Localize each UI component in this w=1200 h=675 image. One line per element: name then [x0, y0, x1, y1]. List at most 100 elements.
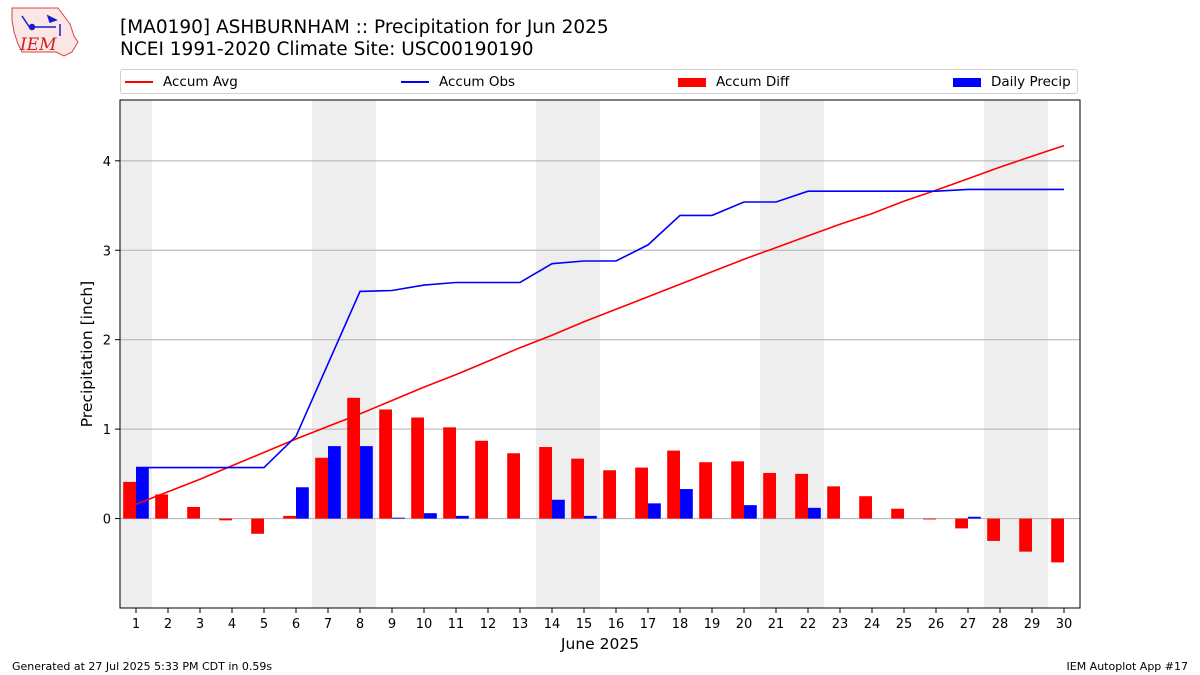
footer-app: IEM Autoplot App #17: [1066, 660, 1189, 673]
accum-diff-bar: [379, 409, 392, 519]
y-tick-label: 3: [103, 244, 111, 259]
daily-precip-bar: [296, 487, 309, 519]
x-tick-label: 8: [356, 617, 364, 632]
footer-generated: Generated at 27 Jul 2025 5:33 PM CDT in …: [12, 660, 273, 673]
x-tick-label: 21: [768, 617, 785, 632]
x-tick-label: 23: [832, 617, 849, 632]
weekend-shade: [536, 100, 568, 608]
accum-diff-bar: [955, 518, 968, 529]
weekend-shade: [760, 100, 792, 608]
accum-diff-bar: [827, 486, 840, 519]
y-axis-label: Precipitation [inch]: [78, 281, 96, 427]
x-tick-label: 16: [608, 617, 625, 632]
weekend-shade: [792, 100, 824, 608]
accum-diff-bar: [763, 472, 776, 519]
accum-diff-bar: [1051, 518, 1064, 563]
x-tick-label: 19: [704, 617, 721, 632]
legend-label: Accum Diff: [716, 74, 790, 90]
x-tick-label: 15: [576, 617, 593, 632]
x-tick-label: 26: [928, 617, 945, 632]
accum-diff-bar: [891, 508, 904, 519]
daily-precip-bar: [648, 503, 661, 519]
accum-obs-line: [136, 188, 1064, 469]
accum-diff-bar: [315, 457, 328, 519]
x-tick-label: 28: [992, 617, 1009, 632]
accum-diff-bar: [251, 518, 264, 534]
accum-diff-bar: [123, 481, 136, 519]
weekend-shade: [344, 100, 376, 608]
daily-precip-bar: [392, 517, 405, 519]
chart-subtitle: NCEI 1991-2020 Climate Site: USC00190190: [120, 39, 534, 60]
legend-item-accum-diff: Accum Diff: [678, 73, 789, 91]
weekend-shade: [312, 100, 344, 608]
daily-precip-bar: [584, 515, 597, 519]
accum-diff-bar: [923, 518, 936, 520]
x-tick-label: 3: [196, 617, 204, 632]
accum-diff-bar: [667, 450, 680, 519]
accum-diff-bar: [571, 458, 584, 519]
daily-precip-bar: [808, 507, 821, 519]
plot-frame: [119, 99, 1081, 609]
accum-diff-bar: [347, 397, 360, 519]
x-tick-label: 27: [960, 617, 977, 632]
daily-precip-bar: [968, 516, 981, 519]
accum-diff-bar: [795, 473, 808, 519]
x-tick-label: 12: [480, 617, 497, 632]
x-axis-label: June 2025: [560, 635, 639, 653]
accum-diff-bar: [859, 496, 872, 519]
daily-precip-bar: [552, 499, 565, 519]
accum-diff-bar: [507, 453, 520, 519]
daily-precip-bar: [360, 446, 373, 519]
daily-precip-bar: [680, 489, 693, 519]
accum-diff-bar: [187, 506, 200, 519]
accum-diff-bar: [699, 462, 712, 519]
x-tick-label: 24: [864, 617, 881, 632]
y-tick-label: 2: [103, 334, 111, 349]
accum-diff-bar: [155, 494, 168, 519]
iem-logo: IEM: [11, 7, 79, 57]
x-tick-label: 30: [1056, 617, 1073, 632]
y-tick-label: 1: [103, 423, 111, 438]
y-tick-label: 4: [103, 155, 111, 170]
legend-label: Accum Obs: [439, 74, 516, 90]
daily-precip-bar: [136, 467, 149, 519]
x-tick-label: 7: [324, 617, 332, 632]
accum-diff-bar: [475, 440, 488, 519]
chart-title: [MA0190] ASHBURNHAM :: Precipitation for…: [120, 17, 609, 38]
x-tick-label: 11: [448, 617, 465, 632]
legend-label: Daily Precip: [991, 74, 1071, 90]
daily-precip-bar: [744, 505, 757, 519]
weekend-shade: [120, 100, 152, 608]
legend-item-accum-avg: Accum Avg: [125, 73, 238, 91]
accum-diff-bar: [411, 417, 424, 519]
logo-text: IEM: [19, 35, 57, 55]
x-tick-label: 5: [260, 617, 268, 632]
accum-diff-bar: [219, 518, 232, 521]
accum-diff-bar: [603, 470, 616, 519]
x-tick-label: 2: [164, 617, 172, 632]
x-tick-label: 14: [544, 617, 561, 632]
accum-diff-bar: [1019, 518, 1032, 552]
accum-diff-bar: [987, 518, 1000, 541]
x-tick-label: 6: [292, 617, 300, 632]
legend-swatch: [125, 81, 153, 83]
x-tick-label: 13: [512, 617, 529, 632]
x-tick-label: 10: [416, 617, 433, 632]
daily-precip-bar: [424, 513, 437, 519]
legend-swatch: [678, 77, 706, 87]
x-tick-label: 9: [388, 617, 396, 632]
accum-diff-bar: [443, 427, 456, 519]
accum-diff-bar: [731, 461, 744, 519]
weekend-shade: [568, 100, 600, 608]
accum-diff-bar: [283, 515, 296, 519]
x-tick-label: 18: [672, 617, 689, 632]
legend-item-daily-precip: Daily Precip: [953, 73, 1071, 91]
daily-precip-bar: [456, 515, 469, 519]
accum-diff-bar: [635, 467, 648, 519]
daily-precip-bar: [328, 446, 341, 519]
x-tick-label: 25: [896, 617, 913, 632]
x-tick-label: 17: [640, 617, 657, 632]
x-tick-label: 4: [228, 617, 236, 632]
chart-legend: Accum Avg Accum Obs Accum Diff Daily Pre…: [120, 69, 1078, 94]
